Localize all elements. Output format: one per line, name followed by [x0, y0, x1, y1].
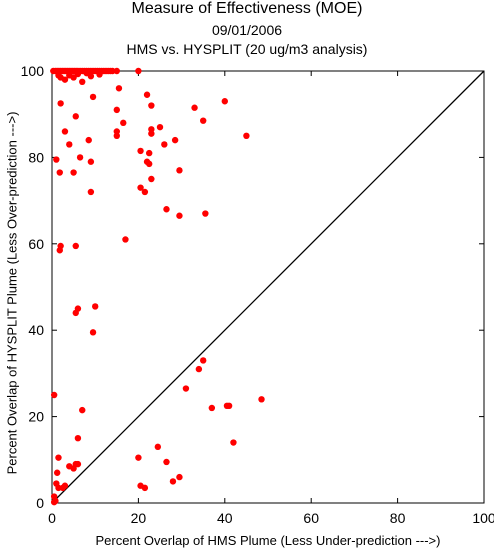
data-point — [137, 184, 144, 191]
x-tick-label: 40 — [217, 510, 233, 526]
data-point — [87, 188, 95, 196]
data-point — [70, 74, 77, 81]
data-point — [146, 149, 153, 157]
y-tick-label: 60 — [28, 236, 44, 252]
data-point — [115, 85, 123, 92]
plot-area-frame — [51, 70, 485, 504]
data-point — [79, 78, 86, 86]
data-point — [113, 132, 121, 139]
data-point — [96, 71, 103, 78]
data-point — [141, 188, 149, 196]
x-tick-label: 60 — [303, 510, 319, 526]
y-tick-label: 100 — [21, 63, 45, 79]
data-point — [146, 160, 153, 168]
y-tick-label: 80 — [28, 149, 44, 165]
data-point — [72, 113, 79, 120]
data-point — [55, 454, 62, 461]
data-point — [92, 303, 99, 310]
data-point — [113, 67, 121, 75]
data-point — [56, 247, 63, 254]
y-axis-label: Percent Overlap of HYSPLIT Plume (Less O… — [4, 112, 19, 475]
data-point — [200, 117, 207, 124]
data-point — [221, 98, 228, 105]
data-point — [163, 458, 170, 466]
data-point — [120, 119, 127, 127]
data-point — [113, 106, 121, 114]
data-point — [137, 147, 144, 155]
data-point — [230, 439, 237, 446]
x-tick-label: 20 — [131, 510, 147, 526]
data-point — [176, 167, 183, 174]
data-point — [191, 104, 198, 111]
data-point — [148, 130, 155, 137]
data-point — [50, 498, 58, 506]
data-point — [61, 482, 69, 489]
data-point — [208, 404, 216, 412]
data-point — [163, 206, 170, 213]
chart-subtitle-date: 09/01/2006 — [211, 22, 283, 38]
data-point — [85, 136, 92, 144]
chart-title: Measure of Effectiveness (MOE) — [131, 0, 363, 17]
data-point — [156, 123, 164, 131]
data-point — [122, 236, 129, 243]
data-point — [243, 132, 250, 139]
x-tick-label: 0 — [48, 510, 56, 526]
y-tick-label: 40 — [28, 322, 44, 338]
data-point — [202, 210, 209, 217]
data-point — [200, 357, 207, 364]
data-point — [53, 469, 61, 476]
data-point — [148, 175, 155, 183]
data-point — [50, 391, 58, 399]
data-point — [141, 484, 149, 492]
data-point — [176, 473, 183, 481]
data-point — [135, 454, 142, 461]
data-point — [171, 136, 179, 144]
data-point — [87, 158, 95, 165]
data-point — [225, 402, 233, 409]
data-point — [89, 93, 97, 101]
data-point — [61, 128, 69, 135]
data-point — [143, 91, 151, 98]
data-point — [74, 460, 82, 468]
data-point — [135, 67, 142, 75]
data-point — [74, 305, 82, 312]
data-point — [74, 70, 82, 78]
x-tick-label: 100 — [472, 510, 494, 526]
data-point — [70, 169, 77, 176]
data-point — [66, 141, 73, 148]
data-point — [89, 329, 97, 336]
data-point — [154, 443, 162, 451]
chart-subtitle-analysis: HMS vs. HYSPLIT (20 ug/m3 analysis) — [126, 41, 368, 57]
data-point — [182, 385, 190, 392]
data-point — [148, 102, 155, 109]
data-point — [87, 72, 95, 80]
data-point — [195, 365, 203, 373]
data-point — [61, 76, 69, 83]
x-tick-label: 80 — [390, 510, 406, 526]
data-point — [72, 242, 79, 250]
reference-line-y-equals-x — [51, 70, 485, 504]
data-point — [176, 212, 183, 219]
y-tick-label: 0 — [36, 495, 44, 511]
data-point — [56, 169, 63, 176]
data-point — [74, 435, 82, 442]
x-axis-label: Percent Overlap of HMS Plume (Less Under… — [96, 533, 441, 548]
data-point — [161, 141, 168, 148]
data-point — [79, 406, 86, 414]
y-tick-label: 20 — [28, 409, 44, 425]
data-point — [57, 100, 64, 107]
data-point — [258, 396, 265, 403]
data-point — [76, 154, 84, 161]
data-point — [53, 156, 60, 163]
data-point — [169, 478, 177, 485]
